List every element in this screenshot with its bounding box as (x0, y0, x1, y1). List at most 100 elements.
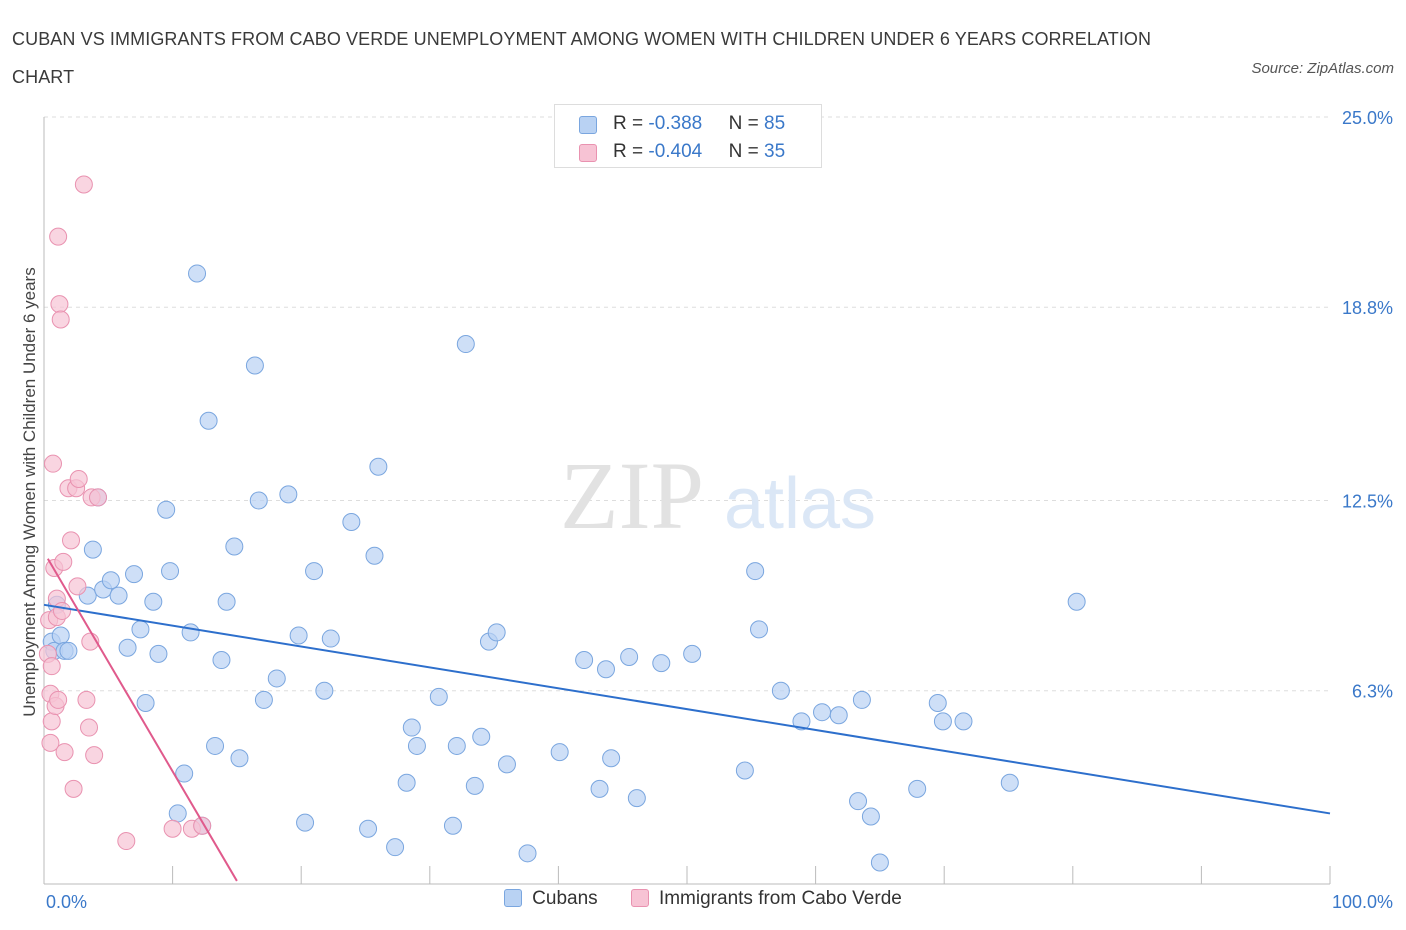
data-point-cubans (51, 626, 70, 645)
data-point-cabo-verde (51, 310, 70, 329)
watermark-zip: ZIP (560, 442, 704, 549)
data-point-cabo-verde (53, 601, 72, 620)
stats-swatch-cubans (579, 116, 597, 134)
data-point-cubans (870, 853, 889, 872)
stats-n-label: N = (728, 141, 765, 162)
data-point-cubans (429, 687, 448, 706)
data-point-cubans (206, 736, 225, 755)
legend-item-cabo-verde[interactable]: Immigrants from Cabo Verde (630, 888, 902, 910)
data-point-cubans (342, 512, 361, 531)
data-point-cubans (157, 500, 176, 519)
stats-r-value: -0.388 (648, 113, 703, 134)
data-point-cubans (245, 356, 264, 375)
y-tick-label: 18.8% (1342, 298, 1393, 318)
data-point-cubans (620, 647, 639, 666)
data-point-cubans (181, 623, 200, 642)
data-point-cubans (472, 727, 491, 746)
data-point-cubans (447, 736, 466, 755)
data-point-cubans (627, 789, 646, 808)
data-point-cabo-verde (163, 819, 182, 838)
legend-label-cabo-verde: Immigrants from Cabo Verde (658, 888, 902, 909)
series-cubans (42, 264, 1086, 872)
data-point-cubans (933, 712, 952, 731)
tick-labels: 6.3% 12.5% 18.8% 25.0% 0.0% 100.0% (46, 108, 1393, 912)
data-point-cubans (402, 718, 421, 737)
data-point-cubans (365, 546, 384, 565)
data-point-cubans (590, 779, 609, 798)
data-point-cubans (602, 749, 621, 768)
data-point-cubans (849, 792, 868, 811)
data-point-cubans (125, 565, 144, 584)
data-point-cubans (518, 844, 537, 863)
data-point-cubans (212, 651, 231, 670)
data-point-cubans (750, 620, 769, 639)
data-point-cubans (596, 660, 615, 679)
axes (43, 117, 1331, 885)
data-point-cubans (829, 706, 848, 725)
data-point-cabo-verde (89, 488, 108, 507)
data-point-cubans (109, 586, 128, 605)
data-point-cubans (861, 807, 880, 826)
data-point-cubans (746, 562, 765, 581)
data-point-cubans (908, 779, 927, 798)
y-tick-label: 25.0% (1342, 108, 1393, 128)
data-point-cabo-verde (77, 690, 96, 709)
data-point-cubans (254, 690, 273, 709)
data-point-cubans (735, 761, 754, 780)
stats-n-value: 85 (764, 113, 786, 134)
data-point-cabo-verde (44, 454, 63, 473)
data-point-cabo-verde (74, 175, 93, 194)
data-point-cubans (149, 644, 168, 663)
legend-label-cubans: Cubans (532, 888, 598, 909)
data-point-cabo-verde (69, 470, 88, 489)
legend-item-cubans[interactable]: Cubans (504, 888, 598, 910)
data-point-cabo-verde (42, 657, 61, 676)
data-point-cabo-verde (80, 718, 99, 737)
data-point-cabo-verde (54, 552, 73, 571)
data-point-cubans (136, 693, 155, 712)
data-point-cubans (550, 743, 569, 762)
data-point-cubans (369, 457, 388, 476)
data-point-cubans (83, 540, 102, 559)
data-point-cubans (249, 491, 268, 510)
data-point-cubans (188, 264, 207, 283)
data-point-cubans (1067, 592, 1086, 611)
data-point-cubans (279, 485, 298, 504)
stats-box: R = -0.388 N = 85 R = -0.404 N = 35 (554, 104, 822, 168)
x-tick-label-max: 100.0% (1332, 892, 1393, 912)
y-tick-label: 12.5% (1342, 492, 1393, 512)
data-point-cubans (131, 620, 150, 639)
data-point-cubans (813, 703, 832, 722)
data-point-cabo-verde (49, 690, 68, 709)
data-point-cabo-verde (62, 531, 81, 550)
trend-line-cubans (43, 603, 1331, 815)
data-point-cubans (296, 813, 315, 832)
data-point-cubans (161, 562, 180, 581)
data-point-cubans (305, 562, 324, 581)
data-point-cabo-verde (42, 712, 61, 731)
data-point-cubans (443, 816, 462, 835)
y-tick-label: 6.3% (1352, 682, 1393, 702)
data-point-cabo-verde (55, 743, 74, 762)
data-point-cubans (225, 537, 244, 556)
source-label: Source: ZipAtlas.com (1251, 60, 1394, 77)
data-point-cubans (456, 335, 475, 354)
data-point-cubans (386, 838, 405, 857)
data-point-cubans (792, 712, 811, 731)
trend-line-cabo-verde (46, 558, 238, 882)
data-point-cubans (497, 755, 516, 774)
data-point-cubans (321, 629, 340, 648)
watermark-atlas: atlas (724, 464, 876, 544)
data-point-cubans (928, 693, 947, 712)
data-point-cabo-verde (68, 577, 87, 596)
chart-title: CUBAN VS IMMIGRANTS FROM CABO VERDE UNEM… (12, 29, 1152, 87)
data-point-cubans (315, 681, 334, 700)
data-point-cubans (118, 638, 137, 657)
x-tick-label-min: 0.0% (46, 892, 87, 912)
data-point-cubans (465, 776, 484, 795)
stats-r-label: R = (613, 141, 649, 162)
data-point-cabo-verde (85, 746, 104, 765)
data-point-cubans (168, 804, 187, 823)
data-point-cubans (59, 641, 78, 660)
data-point-cabo-verde (64, 779, 83, 798)
